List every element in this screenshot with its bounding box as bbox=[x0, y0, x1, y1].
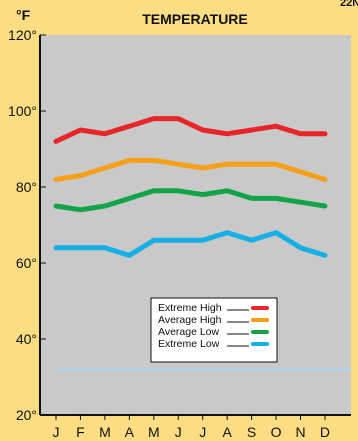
x-tick-label-6: J bbox=[199, 424, 206, 440]
corner-mark: 22N bbox=[340, 0, 358, 9]
series-line-extreme-low bbox=[53, 230, 328, 258]
series-line-extreme-high bbox=[53, 116, 328, 144]
x-tick-label-10: N bbox=[295, 424, 305, 440]
y-tick-label-5: 120° bbox=[8, 27, 37, 43]
x-tick-label-1: F bbox=[76, 424, 85, 440]
y-tick-label-0: 20° bbox=[16, 407, 37, 423]
x-tick-label-11: D bbox=[320, 424, 330, 440]
series-line-average-high bbox=[53, 157, 328, 182]
legend-label-average-low: Average Low bbox=[158, 326, 220, 338]
x-tick-label-8: S bbox=[247, 424, 256, 440]
x-tick-label-4: M bbox=[148, 424, 160, 440]
y-tick-label-1: 40° bbox=[16, 331, 37, 347]
y-tick-label-4: 100° bbox=[8, 103, 37, 119]
series-group bbox=[53, 116, 328, 258]
y-tick-label-2: 60° bbox=[16, 255, 37, 271]
x-tick-label-2: M bbox=[99, 424, 111, 440]
y-axis-unit-label: °F bbox=[16, 7, 31, 23]
x-tick-label-5: J bbox=[175, 424, 182, 440]
x-tick-label-9: O bbox=[271, 424, 282, 440]
legend-label-extreme-low: Extreme Low bbox=[158, 338, 220, 350]
x-tick-label-7: A bbox=[222, 424, 232, 440]
legend-label-average-high: Average High bbox=[158, 314, 222, 326]
axis-group bbox=[39, 35, 351, 416]
y-tick-label-3: 80° bbox=[16, 179, 37, 195]
legend-label-extreme-high: Extreme High bbox=[158, 302, 222, 314]
x-tick-label-3: A bbox=[125, 424, 135, 440]
tick-group: 20°40°60°80°100°120°J F M A M J J A S O N D bbox=[8, 27, 330, 440]
text-group: °F TEMPERATURE 22N bbox=[16, 0, 358, 27]
series-line-average-low bbox=[53, 188, 328, 213]
x-tick-label-0: J bbox=[53, 424, 60, 440]
chart-title: TEMPERATURE bbox=[142, 11, 248, 27]
